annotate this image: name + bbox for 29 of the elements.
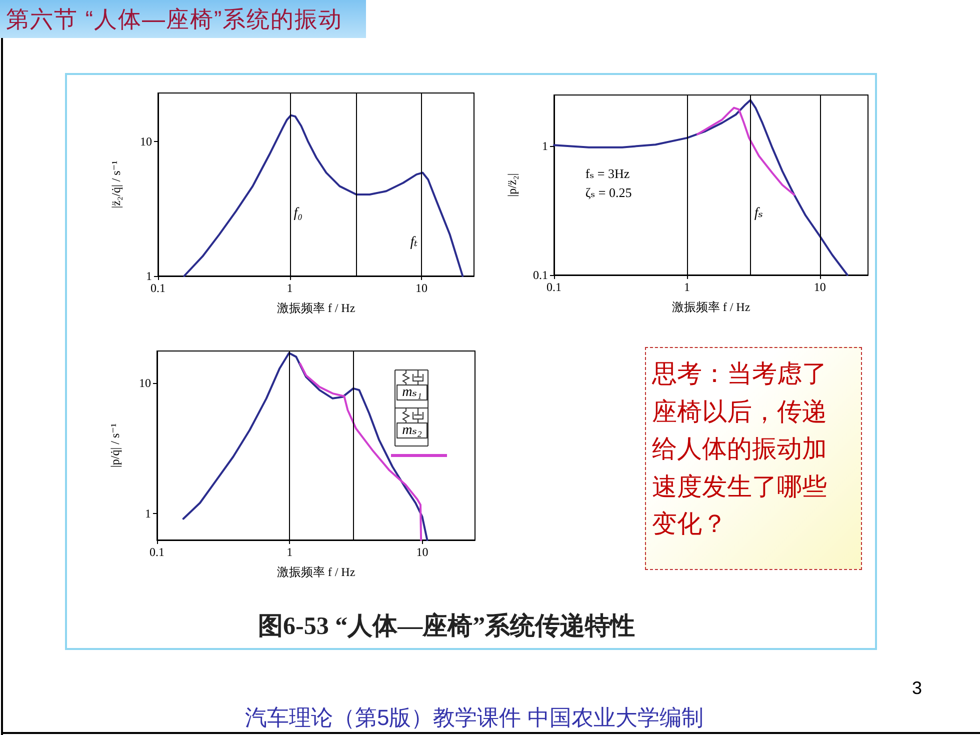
y-tick-label: 10	[140, 134, 152, 149]
ref-line-label: f₀	[294, 206, 303, 221]
y-tick-label: 1	[145, 506, 151, 521]
text: 第六节 “人体—座椅”系统的振动	[6, 5, 343, 33]
x-tick-label: 0.1	[546, 280, 562, 294]
x-tick-label: 1	[286, 281, 293, 295]
ref-line-label: fₛ	[754, 206, 764, 222]
annotation: fₛ = 3Hz	[585, 166, 630, 181]
x-axis-title: 激振频率 f / Hz	[672, 300, 750, 314]
x-tick-label: 10	[416, 281, 428, 295]
ref-line-label: fₜ	[410, 235, 418, 250]
y-axis-title: |p/q̇| / s⁻¹	[108, 423, 122, 468]
text: 思考：当考虑了座椅以后，传递给人体的振动加速度发生了哪些变化？	[652, 359, 828, 540]
x-tick-label: 10	[416, 545, 428, 559]
x-axis-title: 激振频率 f / Hz	[276, 301, 356, 315]
annotation: ζₛ = 0.25	[585, 185, 632, 200]
x-axis-title: 激振频率 f / Hz	[276, 565, 356, 579]
caption: 图6-53 “人体—座椅”系统传递特性	[258, 612, 636, 642]
y-tick-label: 1	[146, 269, 152, 283]
y-axis-title: |p/z̈₂|	[505, 173, 519, 197]
y-tick-label: 10	[139, 376, 151, 390]
text: 汽车理论（第5版）教学课件 中国农业大学编制	[245, 705, 704, 731]
annotation: mₛ₂	[397, 423, 427, 438]
x-tick-label: 10	[814, 280, 826, 294]
x-tick-label: 1	[684, 280, 690, 294]
text: 3	[912, 677, 922, 699]
x-tick-label: 1	[286, 545, 293, 559]
y-axis-title: |z̈₂/q̇| / s⁻¹	[109, 160, 123, 208]
annotation: mₛ₁	[397, 385, 427, 400]
